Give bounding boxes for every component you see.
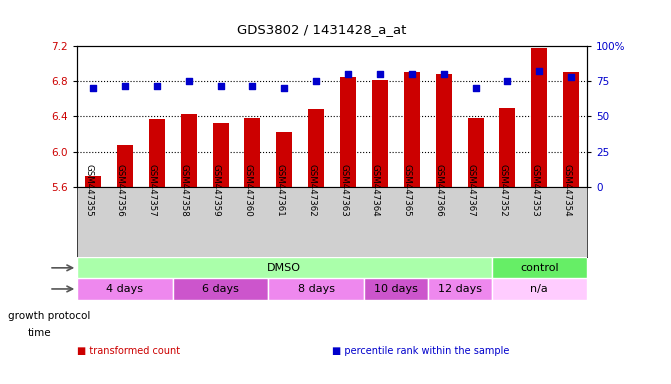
Bar	[77, 257, 491, 278]
Text: growth protocol: growth protocol	[8, 311, 91, 321]
Point	[279, 85, 290, 91]
Point	[470, 85, 481, 91]
Text: GSM447362: GSM447362	[307, 164, 316, 217]
Text: GSM447366: GSM447366	[435, 164, 444, 217]
Text: GSM447352: GSM447352	[499, 164, 507, 217]
Point	[407, 71, 417, 77]
Bar	[149, 119, 165, 187]
Text: GSM447364: GSM447364	[371, 164, 380, 217]
Bar	[499, 108, 515, 187]
Bar	[563, 73, 579, 187]
Text: 4 days: 4 days	[107, 284, 144, 294]
Text: GSM447357: GSM447357	[148, 164, 157, 217]
Point	[343, 71, 354, 77]
Point	[534, 68, 545, 74]
Bar	[180, 114, 197, 187]
Text: 12 days: 12 days	[437, 284, 482, 294]
Text: GSM447359: GSM447359	[211, 164, 221, 217]
Bar	[404, 73, 420, 187]
Point	[119, 83, 130, 89]
Text: GSM447356: GSM447356	[116, 164, 125, 217]
Bar	[491, 257, 587, 278]
Bar	[213, 122, 229, 187]
Text: GDS3802 / 1431428_a_at: GDS3802 / 1431428_a_at	[238, 23, 407, 36]
Bar	[435, 74, 452, 187]
Bar	[372, 79, 388, 187]
Text: GSM447360: GSM447360	[244, 164, 252, 217]
Text: ■ transformed count: ■ transformed count	[77, 346, 180, 356]
Text: GSM447361: GSM447361	[275, 164, 285, 217]
Point	[215, 83, 226, 89]
Point	[566, 74, 576, 80]
Text: n/a: n/a	[531, 284, 548, 294]
Text: DMSO: DMSO	[267, 263, 301, 273]
Text: 10 days: 10 days	[374, 284, 418, 294]
Text: 8 days: 8 days	[298, 284, 335, 294]
Text: ■ percentile rank within the sample: ■ percentile rank within the sample	[332, 346, 509, 356]
Text: GSM447355: GSM447355	[84, 164, 93, 217]
Bar	[364, 278, 428, 300]
Point	[88, 85, 99, 91]
Text: GSM447354: GSM447354	[562, 164, 571, 217]
Point	[374, 71, 385, 77]
Bar	[531, 48, 548, 187]
Text: GSM447367: GSM447367	[466, 164, 476, 217]
Bar	[85, 176, 101, 187]
Text: GSM447365: GSM447365	[403, 164, 412, 217]
Bar	[308, 109, 324, 187]
Point	[438, 71, 449, 77]
Point	[502, 78, 513, 84]
Point	[183, 78, 194, 84]
Text: control: control	[520, 263, 559, 273]
Text: 6 days: 6 days	[202, 284, 239, 294]
Bar	[117, 145, 133, 187]
Text: GSM447358: GSM447358	[180, 164, 189, 217]
Bar	[276, 132, 293, 187]
Bar	[77, 278, 173, 300]
Bar	[428, 278, 491, 300]
Point	[247, 83, 258, 89]
Text: GSM447353: GSM447353	[530, 164, 539, 217]
Bar	[268, 278, 364, 300]
Bar	[468, 118, 484, 187]
Point	[152, 83, 162, 89]
Text: time: time	[28, 328, 52, 338]
Bar	[340, 77, 356, 187]
Bar	[173, 278, 268, 300]
Text: GSM447363: GSM447363	[339, 164, 348, 217]
Bar	[491, 278, 587, 300]
Point	[311, 78, 321, 84]
Bar	[244, 118, 260, 187]
